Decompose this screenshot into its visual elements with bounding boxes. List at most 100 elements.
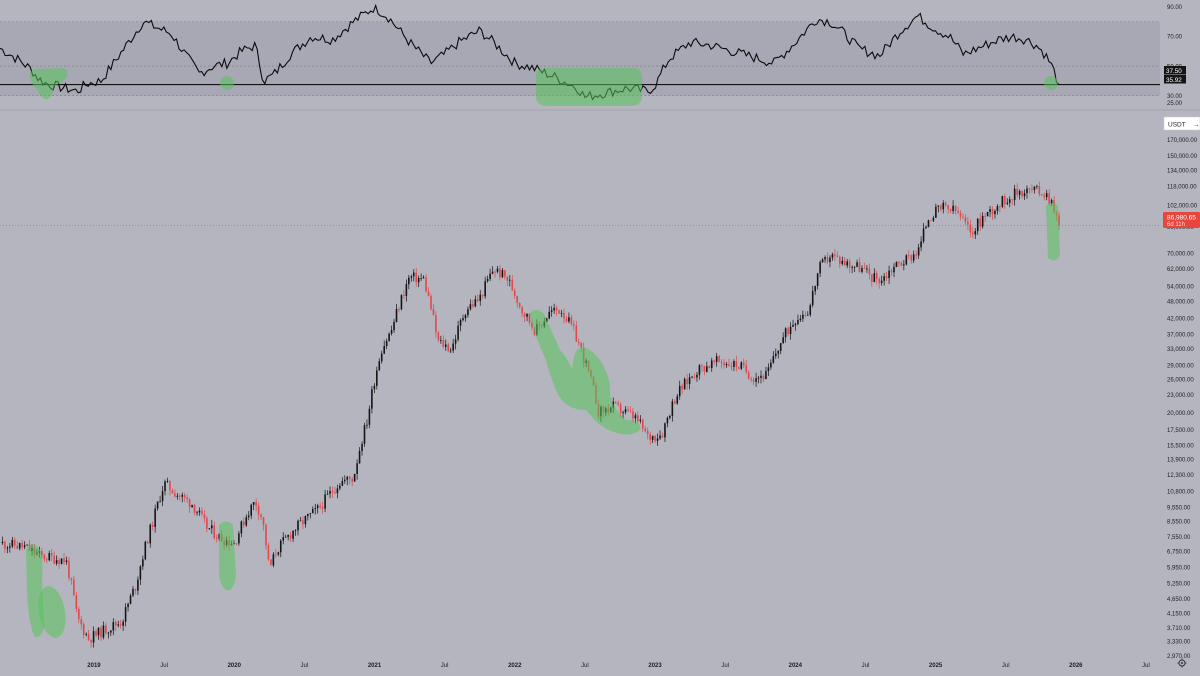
candle-body: [720, 361, 723, 363]
candle: [725, 361, 728, 368]
candle-body: [127, 603, 129, 608]
candle-body: [484, 281, 486, 297]
candle: [494, 269, 496, 278]
x-tick-label: Jul: [581, 663, 589, 669]
candle: [196, 510, 198, 516]
price-tick-label: 29,000.00: [1167, 364, 1194, 370]
candle: [750, 376, 752, 383]
x-tick-label: Jul: [1002, 663, 1010, 669]
candle-body: [738, 367, 740, 369]
candle-body: [718, 356, 720, 362]
candle: [910, 254, 913, 264]
candle-body: [757, 377, 760, 379]
candle: [871, 273, 873, 287]
candle: [696, 372, 698, 382]
candle: [858, 257, 861, 273]
candle-body: [765, 371, 767, 380]
candle-body: [698, 365, 701, 375]
price-tick-label: 23,000.00: [1167, 393, 1194, 399]
candle-body: [962, 216, 964, 218]
candle: [292, 530, 294, 542]
candle-body: [531, 322, 533, 328]
candle-body: [880, 280, 883, 284]
candle: [996, 204, 999, 215]
candle: [1038, 181, 1041, 197]
candle-body: [336, 488, 339, 494]
candle-body: [760, 375, 762, 378]
candle: [45, 557, 48, 564]
candle: [528, 313, 531, 326]
candle: [644, 426, 647, 433]
candle-body: [169, 480, 171, 491]
candle-body: [58, 560, 60, 564]
candle-body: [565, 318, 568, 322]
candle-body: [969, 224, 972, 233]
candle-body: [196, 512, 198, 514]
candle-body: [459, 320, 462, 326]
candle-body: [390, 330, 393, 334]
candle-body: [137, 579, 139, 591]
price-tick-label: 33,000.00: [1167, 347, 1194, 353]
candle-body: [215, 538, 218, 539]
candle: [967, 216, 969, 231]
candle: [142, 555, 144, 570]
price-y-axis[interactable]: 170,000.00 150,000.00 134,000.00 118,000.00…: [1167, 138, 1198, 660]
candle-body: [730, 366, 733, 368]
gear-icon[interactable]: [1177, 658, 1187, 668]
candle-body: [1033, 186, 1036, 190]
candle: [48, 550, 51, 562]
candle: [779, 343, 782, 355]
candle: [903, 260, 905, 271]
candle-body: [853, 266, 856, 268]
candle-body: [213, 525, 216, 539]
candle-body: [472, 304, 474, 307]
candle-body: [839, 256, 841, 264]
candle-body: [124, 607, 127, 622]
candle: [836, 251, 839, 258]
candle: [1040, 193, 1043, 196]
candle: [816, 272, 819, 290]
candle-body: [363, 425, 366, 444]
rsi-highlight: [536, 68, 642, 106]
candle: [144, 540, 147, 561]
candle: [257, 502, 260, 521]
candle-body: [629, 410, 632, 412]
candle: [178, 494, 181, 501]
candle-body: [942, 202, 945, 210]
candle: [11, 536, 14, 549]
candle: [243, 517, 245, 529]
candle: [1021, 190, 1023, 199]
candle-body: [50, 553, 53, 556]
candle-body: [570, 317, 573, 325]
candle-body: [146, 541, 149, 544]
candle: [629, 406, 632, 413]
candle: [496, 266, 499, 274]
candle: [282, 532, 285, 545]
candle-body: [521, 306, 523, 314]
price-panel[interactable]: [0, 181, 1160, 649]
candle: [119, 619, 122, 629]
candle-body: [511, 279, 514, 291]
candle-body: [178, 495, 181, 497]
candle-body: [733, 361, 735, 367]
candle-body: [201, 510, 203, 515]
candle: [472, 299, 474, 309]
candle-body: [289, 535, 292, 539]
candle-body: [417, 278, 420, 283]
time-x-axis[interactable]: 2019 Jul 2020 Jul 2021 Jul 2022 Jul 2023 Jul 2024 J…: [87, 663, 1150, 669]
x-tick-label: Jul: [721, 663, 729, 669]
candle-body: [270, 559, 272, 566]
currency-button[interactable]: USDT →: [1163, 116, 1200, 131]
candle-body: [898, 261, 900, 263]
candle: [984, 212, 986, 222]
candle-body: [861, 268, 863, 272]
candle: [55, 555, 58, 566]
candle-body: [48, 553, 51, 561]
candle: [124, 603, 127, 627]
candle: [676, 394, 679, 405]
candle-body: [666, 417, 669, 424]
candle-body: [688, 377, 691, 385]
candle: [991, 206, 994, 220]
